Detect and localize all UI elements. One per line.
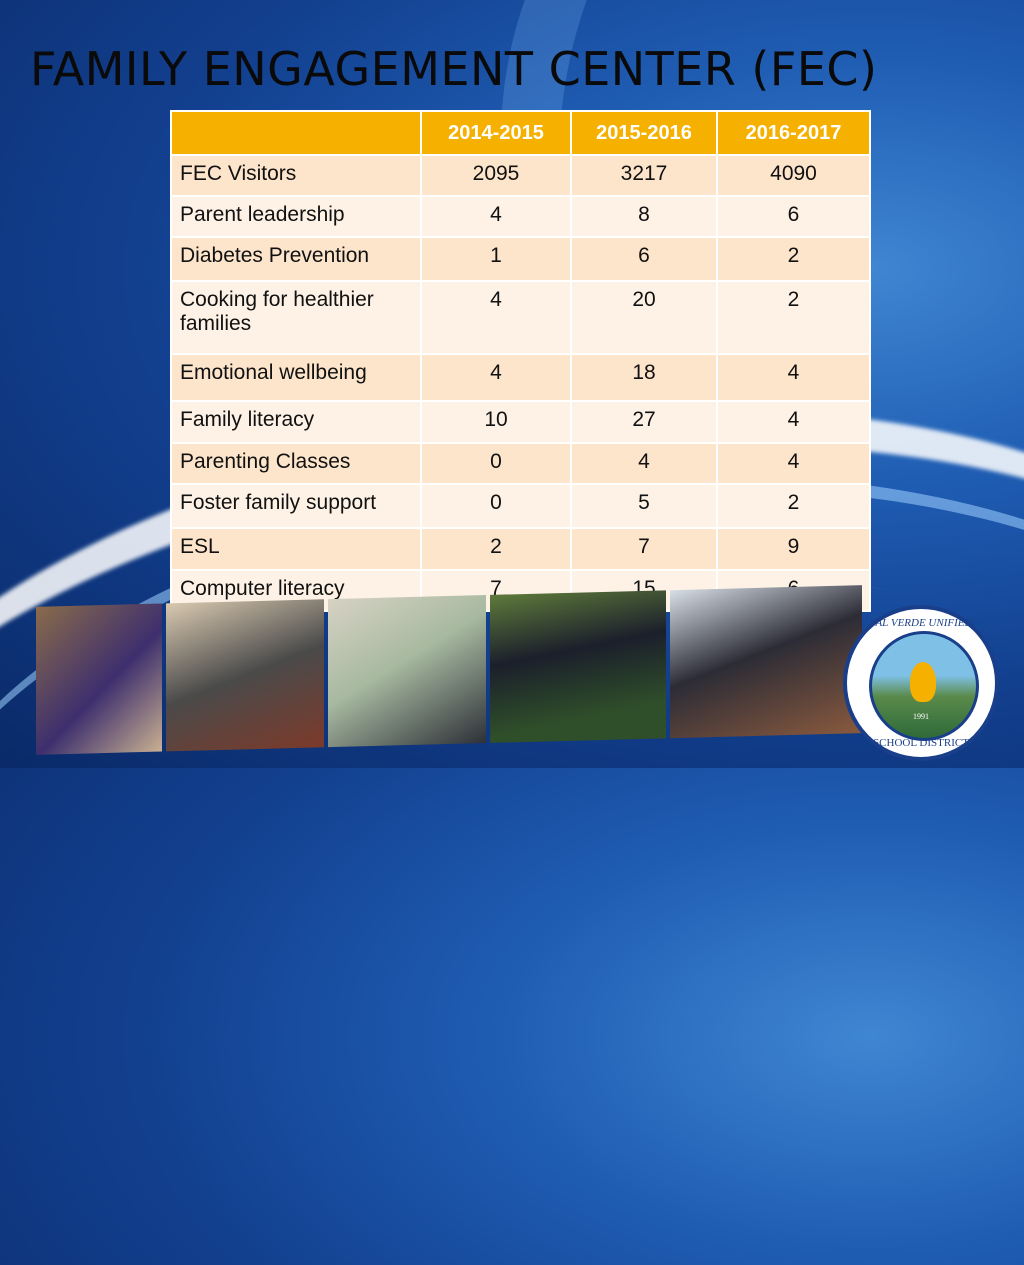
row-label: Cooking for healthier families [170,280,422,355]
row-label: ESL [170,527,422,571]
table-cell: 2 [420,527,572,571]
table-cell: 9 [716,527,871,571]
table-cell: 4090 [716,154,871,197]
logo-year: 1991 [913,712,929,721]
table-row: Diabetes Prevention 1 6 2 [170,236,871,282]
slide-title: FAMILY ENGAGEMENT CENTER (FEC) [30,42,878,96]
row-label: Family literacy [170,400,422,444]
table-cell: 0 [420,483,572,529]
logo-bottom-text: SCHOOL DISTRICT [873,737,969,749]
photo-classroom-students [36,603,162,755]
table-cell: 4 [420,280,572,355]
table-header-row: 2014-2015 2015-2016 2016-2017 [170,110,871,156]
table-row: Cooking for healthier families 4 20 2 [170,280,871,355]
photo-football-players [490,590,666,743]
table-cell: 2 [716,236,871,282]
table-cell: 18 [570,353,718,402]
table-row: Emotional wellbeing 4 18 4 [170,353,871,402]
table-cell: 5 [570,483,718,529]
flame-icon [910,662,936,702]
table-cell: 6 [716,195,871,238]
table-cell: 4 [570,442,718,485]
row-label: Parent leadership [170,195,422,238]
row-label: FEC Visitors [170,154,422,197]
row-label: Diabetes Prevention [170,236,422,282]
table-row: Parenting Classes 0 4 4 [170,442,871,485]
header-cell [170,110,422,156]
table-row: Parent leadership 4 8 6 [170,195,871,238]
table-cell: 27 [570,400,718,444]
table-cell: 1 [420,236,572,282]
table-cell: 8 [570,195,718,238]
table-cell: 4 [716,442,871,485]
table-cell: 2 [716,280,871,355]
table-cell: 4 [716,353,871,402]
table-row: Family literacy 10 27 4 [170,400,871,444]
table-cell: 2095 [420,154,572,197]
fec-table: 2014-2015 2015-2016 2016-2017 FEC Visito… [170,110,871,612]
table-cell: 4 [420,353,572,402]
row-label: Parenting Classes [170,442,422,485]
logo-top-text: VAL VERDE UNIFIED [869,617,973,629]
header-cell: 2015-2016 [570,110,718,156]
photo-computer-lab [166,599,324,752]
photo-garden-visit [328,595,486,748]
table-cell: 0 [420,442,572,485]
table-cell: 20 [570,280,718,355]
table-cell: 10 [420,400,572,444]
table-cell: 4 [420,195,572,238]
table-cell: 7 [570,527,718,571]
table-row: FEC Visitors 2095 3217 4090 [170,154,871,197]
table-row: ESL 2 7 9 [170,527,871,571]
photo-strip [36,585,862,755]
table-row: Foster family support 0 5 2 [170,483,871,529]
header-cell: 2016-2017 [716,110,871,156]
table-cell: 6 [570,236,718,282]
row-label: Foster family support [170,483,422,529]
header-cell: 2014-2015 [420,110,572,156]
photo-student-computer [670,585,862,739]
row-label: Emotional wellbeing [170,353,422,402]
district-seal-logo: VAL VERDE UNIFIED 1991 SCHOOL DISTRICT [843,605,999,761]
logo-emblem: 1991 [869,631,979,741]
table-cell: 2 [716,483,871,529]
table-cell: 3217 [570,154,718,197]
table-cell: 4 [716,400,871,444]
